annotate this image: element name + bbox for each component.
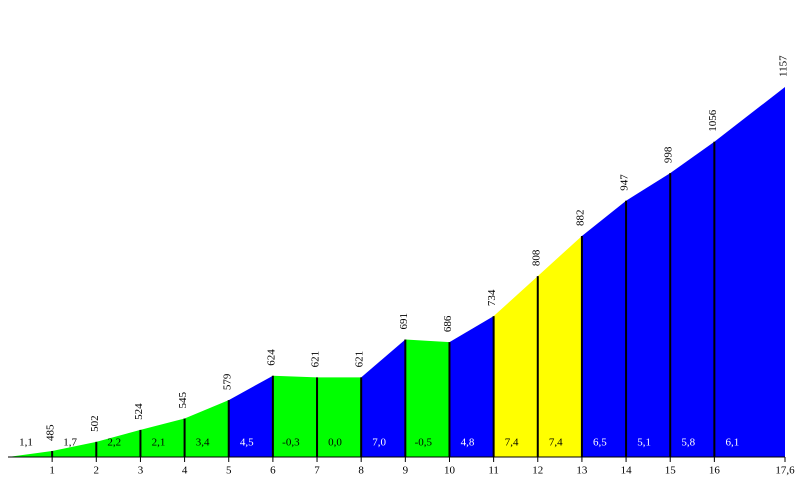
segment <box>361 339 406 457</box>
gradient-label: 1,7 <box>63 437 77 449</box>
x-tick-label: 2 <box>94 465 100 477</box>
gradient-label: 5,8 <box>681 437 695 449</box>
segment <box>52 441 97 457</box>
gradient-label: -0,5 <box>415 437 433 449</box>
segment <box>184 400 229 457</box>
segment <box>537 235 582 457</box>
x-tick-label: 10 <box>444 465 456 477</box>
gradient-label: 2,2 <box>107 437 121 449</box>
elevation-label: 734 <box>486 289 498 306</box>
x-tick-label: 1 <box>49 465 55 477</box>
x-tick-label: 11 <box>488 465 499 477</box>
segment <box>8 451 53 457</box>
gradient-label: 0,0 <box>328 437 342 449</box>
gradient-label: 7,4 <box>549 437 563 449</box>
elevation-label: 485 <box>45 424 57 441</box>
segment <box>449 316 494 457</box>
segment <box>140 418 185 457</box>
elevation-label: 1056 <box>707 109 719 132</box>
x-tick-label: 14 <box>621 465 633 477</box>
x-tick-label: 6 <box>270 465 276 477</box>
elevation-label: 624 <box>265 349 277 366</box>
elevation-label: 1157 <box>778 55 790 77</box>
segment <box>272 375 318 457</box>
x-tick-label: 5 <box>226 465 232 477</box>
elevation-label: 691 <box>398 313 410 330</box>
gradient-label: 4,5 <box>240 437 254 449</box>
x-tick-label: 7 <box>314 465 320 477</box>
gradient-label: 3,4 <box>196 437 210 449</box>
gradient-label: 7,0 <box>372 437 386 449</box>
x-tick-label: 8 <box>358 465 364 477</box>
segment <box>670 141 715 458</box>
elevation-label: 686 <box>442 315 454 332</box>
elevation-label: 579 <box>221 373 233 390</box>
elevation-label: 545 <box>177 392 189 409</box>
gradient-label: 6,1 <box>725 437 739 449</box>
segment <box>626 173 671 457</box>
elevation-label: 947 <box>619 174 631 191</box>
x-tick-label: 13 <box>576 465 588 477</box>
gradient-label: 5,1 <box>637 437 651 449</box>
elevation-label: 808 <box>530 249 542 266</box>
segment <box>317 377 362 457</box>
elevation-label: 882 <box>574 209 586 226</box>
x-tick-label: 4 <box>182 465 188 477</box>
elevation-label: 621 <box>310 351 322 368</box>
x-tick-label: 9 <box>403 465 409 477</box>
elevation-label: 502 <box>89 415 101 432</box>
elevation-label: 524 <box>133 403 145 420</box>
gradient-label: -0,3 <box>282 437 300 449</box>
x-tick-label: 3 <box>138 465 144 477</box>
segment <box>714 87 785 457</box>
x-tick-label: 15 <box>665 465 677 477</box>
segment <box>493 276 538 457</box>
gradient-label: 7,4 <box>505 437 519 449</box>
x-tick-label: 12 <box>532 465 543 477</box>
segment <box>96 429 141 457</box>
x-tick-label: 16 <box>709 465 721 477</box>
gradient-label: 6,5 <box>593 437 607 449</box>
elevation-label: 621 <box>354 351 366 368</box>
segment <box>228 375 273 457</box>
segment <box>405 339 450 457</box>
segment <box>581 200 627 457</box>
x-tick-label: 17,6 <box>775 465 795 477</box>
elevation-label: 998 <box>663 146 675 163</box>
gradient-label: 1,1 <box>19 437 33 449</box>
gradient-label: 4,8 <box>461 437 475 449</box>
gradient-label: 2,1 <box>152 437 166 449</box>
